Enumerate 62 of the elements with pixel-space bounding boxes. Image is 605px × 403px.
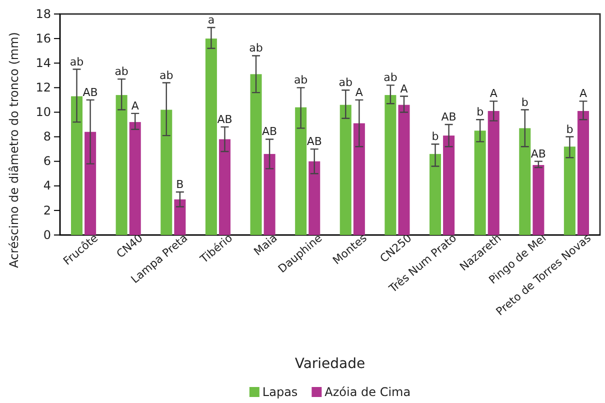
bar [398, 104, 410, 235]
bar [174, 199, 186, 235]
y-tick-label: 18 [36, 6, 51, 21]
bar [84, 132, 96, 235]
bar [160, 110, 172, 235]
bar [250, 74, 262, 235]
bar [129, 122, 141, 235]
bar [519, 128, 531, 235]
bar [577, 110, 590, 235]
bar [264, 154, 276, 235]
annotation: A [579, 87, 588, 100]
annotation: ab [160, 68, 174, 82]
annotation: ab [70, 55, 84, 68]
annotation: ab [338, 76, 353, 90]
annotation: ab [249, 42, 263, 55]
annotation: A [400, 82, 408, 96]
bar [205, 38, 217, 235]
bar [488, 110, 500, 235]
bar [474, 130, 486, 235]
bar [564, 146, 576, 235]
annotation: AB [82, 86, 98, 99]
bar [384, 95, 396, 235]
annotation: AB [530, 147, 546, 160]
bar [295, 107, 307, 235]
bar [532, 165, 544, 235]
annotation: b [566, 122, 574, 136]
annotation: B [176, 178, 184, 192]
annotation: AB [306, 135, 322, 148]
bar [308, 161, 320, 235]
legend-label: Lapas [262, 385, 298, 399]
annotation: ab [294, 74, 308, 87]
legend-label: Azóia de Cima [324, 385, 411, 399]
y-tick-label: 12 [36, 80, 51, 95]
bar [443, 136, 455, 235]
y-axis-title: Acréscimo de diâmetro do tronco (mm) [7, 32, 21, 268]
y-tick-label: 4 [43, 178, 51, 193]
annotation: AB [441, 110, 456, 124]
y-tick-label: 0 [43, 228, 51, 242]
annotation: A [355, 86, 364, 99]
y-tick-label: 6 [43, 154, 51, 168]
annotation: AB [217, 112, 232, 126]
bar [218, 139, 230, 235]
annotation: ab [114, 65, 128, 78]
y-tick-label: 10 [36, 105, 51, 120]
bar [340, 104, 352, 235]
y-tick-label: 2 [43, 203, 51, 218]
annotation: ab [384, 71, 398, 84]
annotation: AB [262, 125, 278, 138]
annotation: A [490, 87, 498, 100]
annotation: b [521, 96, 528, 109]
annotation: A [131, 99, 140, 112]
annotation: b [432, 130, 439, 144]
y-tick-label: 8 [43, 130, 51, 144]
bar [430, 154, 442, 235]
bar [116, 95, 128, 235]
annotation: b [476, 106, 484, 119]
y-tick-label: 16 [36, 31, 51, 46]
bar [353, 123, 365, 235]
annotation: a [208, 14, 215, 27]
x-axis-title: Variedade [294, 356, 366, 372]
bar [70, 96, 83, 235]
y-tick-label: 14 [36, 56, 51, 70]
